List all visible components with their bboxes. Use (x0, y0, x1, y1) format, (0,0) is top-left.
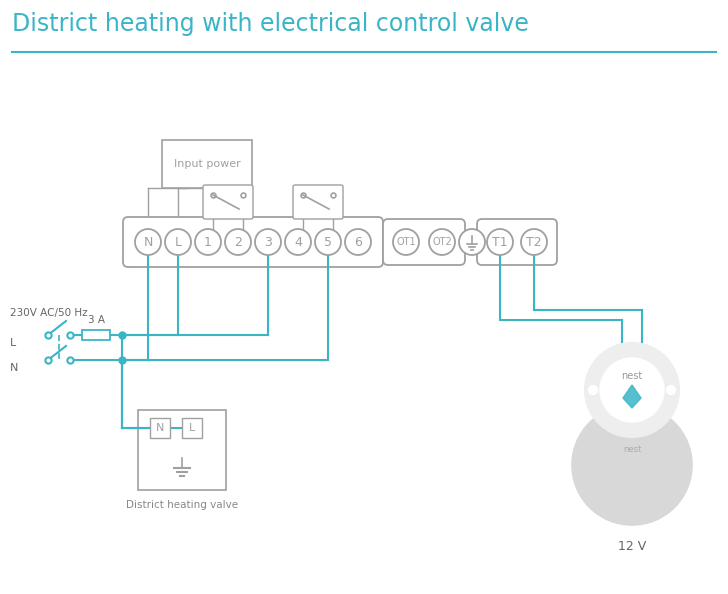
Circle shape (487, 229, 513, 255)
Circle shape (588, 386, 598, 394)
Text: 230V AC/50 Hz: 230V AC/50 Hz (10, 308, 87, 318)
Text: 2: 2 (234, 235, 242, 248)
FancyBboxPatch shape (293, 185, 343, 219)
Text: OT1: OT1 (396, 237, 416, 247)
FancyBboxPatch shape (383, 219, 465, 265)
Text: 6: 6 (354, 235, 362, 248)
Text: L: L (10, 338, 16, 348)
Circle shape (225, 229, 251, 255)
Circle shape (345, 229, 371, 255)
Text: 3: 3 (264, 235, 272, 248)
Text: District heating valve: District heating valve (126, 500, 238, 510)
Circle shape (600, 358, 664, 422)
Circle shape (285, 229, 311, 255)
FancyBboxPatch shape (150, 418, 170, 438)
Polygon shape (623, 385, 641, 408)
Text: T1: T1 (492, 235, 508, 248)
Text: Input power: Input power (173, 159, 240, 169)
Text: 5: 5 (324, 235, 332, 248)
FancyBboxPatch shape (477, 219, 557, 265)
FancyBboxPatch shape (182, 418, 202, 438)
Text: N: N (143, 235, 153, 248)
Circle shape (255, 229, 281, 255)
Circle shape (315, 229, 341, 255)
Circle shape (135, 229, 161, 255)
Circle shape (165, 229, 191, 255)
Circle shape (459, 229, 485, 255)
Circle shape (667, 386, 676, 394)
Circle shape (393, 229, 419, 255)
Text: nest: nest (623, 446, 641, 454)
Text: T2: T2 (526, 235, 542, 248)
FancyBboxPatch shape (138, 410, 226, 490)
Circle shape (429, 229, 455, 255)
FancyBboxPatch shape (162, 140, 252, 188)
Text: 12 V: 12 V (618, 540, 646, 553)
Circle shape (572, 405, 692, 525)
Circle shape (521, 229, 547, 255)
Circle shape (195, 229, 221, 255)
Bar (82, 330, 110, 340)
FancyBboxPatch shape (203, 185, 253, 219)
Text: nest: nest (622, 371, 643, 381)
Text: L: L (175, 235, 181, 248)
Text: 1: 1 (204, 235, 212, 248)
Text: N: N (156, 423, 165, 433)
Circle shape (585, 343, 679, 437)
Text: L: L (189, 423, 195, 433)
Text: 4: 4 (294, 235, 302, 248)
Text: N: N (10, 363, 18, 373)
Text: OT2: OT2 (432, 237, 452, 247)
Text: District heating with electrical control valve: District heating with electrical control… (12, 12, 529, 36)
FancyBboxPatch shape (123, 217, 383, 267)
Text: 3 A: 3 A (87, 315, 105, 325)
